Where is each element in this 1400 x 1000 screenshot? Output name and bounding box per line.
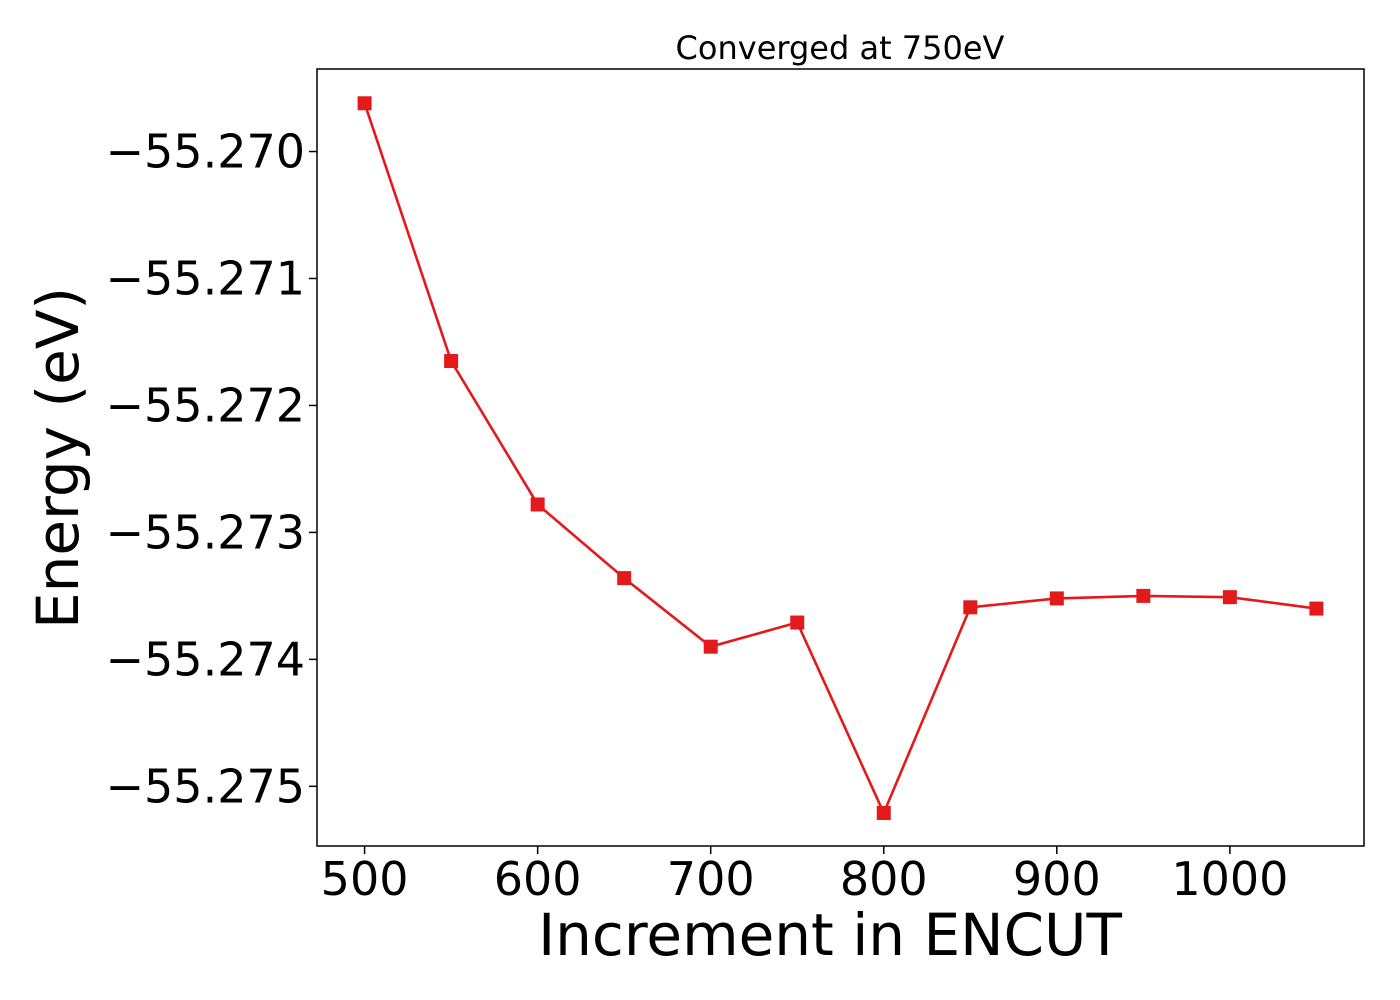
plot-area [316,68,1365,847]
y-tick-label: −55.270 [106,125,306,179]
y-tick-label: −55.272 [106,378,306,432]
y-tick-label: −55.271 [106,251,306,305]
data-point [1136,588,1151,603]
series-layer [357,96,1324,820]
data-point [876,805,891,820]
series-line [363,102,1317,817]
x-tick-label: 800 [840,852,928,906]
x-tick-label: 700 [667,852,755,906]
y-axis-label: Energy (eV) [24,287,92,629]
x-tick-label: 500 [321,852,409,906]
data-point [530,497,545,512]
data-point [444,354,459,369]
data-point [617,571,632,586]
y-axis: −55.270 −55.271 −55.272 −55.273 −55.274 −55.2… [106,125,317,813]
x-tick-label: 600 [494,852,582,906]
y-tick-label: −55.275 [106,759,306,813]
y-tick-label: −55.273 [106,505,306,559]
x-tick-label: 900 [1013,852,1101,906]
x-tick-label: 1000 [1171,852,1288,906]
data-point [790,615,805,630]
data-point [1049,591,1064,606]
data-point [1309,601,1324,616]
data-point [963,600,978,615]
y-tick-label: −55.274 [106,632,306,686]
x-axis: 500 600 700 800 900 1000 [321,846,1288,906]
chart-title: Converged at 750eV [676,29,1005,67]
data-point [357,96,372,111]
data-point [703,639,718,654]
x-axis-label: Increment in ENCUT [538,901,1122,969]
data-point [1222,590,1237,605]
